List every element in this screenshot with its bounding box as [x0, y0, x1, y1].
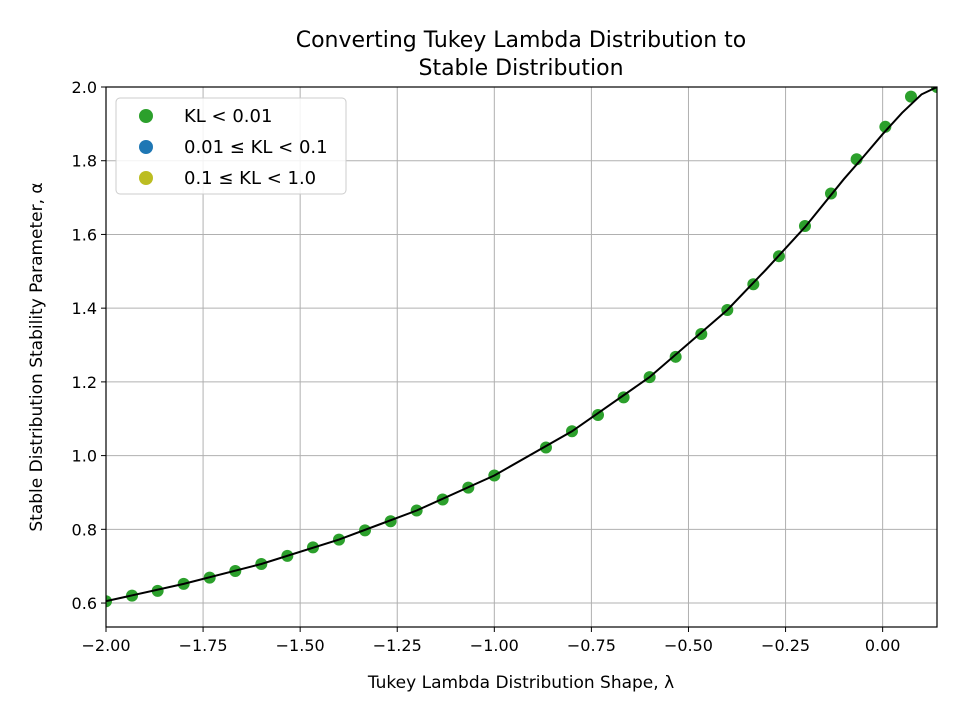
- x-tick-label: −1.50: [276, 636, 325, 655]
- legend-label: KL < 0.01: [184, 106, 272, 127]
- y-tick-label: 0.8: [72, 520, 97, 539]
- x-tick-label: −1.00: [470, 636, 519, 655]
- fit-line: [106, 87, 937, 603]
- x-tick-label: 0.00: [865, 636, 901, 655]
- legend-marker: [139, 171, 153, 185]
- legend: KL < 0.01 0.01 ≤ KL < 0.1 0.1 ≤ KL < 1.0: [115, 97, 347, 195]
- x-tick-label: −0.75: [567, 636, 616, 655]
- data-point: [669, 350, 682, 363]
- x-ticks: −2.00 −1.75 −1.50 −1.25 −1.00 −0.75 −0.50 −0.25…: [81, 627, 900, 655]
- y-tick-label: 1.4: [72, 299, 97, 318]
- y-tick-label: 0.6: [72, 594, 97, 613]
- data-point: [151, 584, 164, 597]
- legend-label: 0.1 ≤ KL < 1.0: [184, 168, 316, 189]
- legend-marker: [139, 109, 153, 123]
- data-point: [879, 120, 892, 133]
- legend-box: [115, 97, 347, 195]
- plot-frame: [105, 86, 938, 628]
- x-axis-label: Tukey Lambda Distribution Shape, λ: [367, 673, 674, 693]
- legend-marker: [139, 140, 153, 154]
- y-tick-label: 2.0: [72, 78, 97, 97]
- y-tick-label: 1.2: [72, 373, 97, 392]
- x-tick-label: −0.50: [664, 636, 713, 655]
- x-tick-label: −1.75: [179, 636, 228, 655]
- x-tick-label: −2.00: [81, 636, 130, 655]
- legend-label: 0.01 ≤ KL < 0.1: [184, 137, 328, 158]
- y-ticks: 0.6 0.8 1.0 1.2 1.4 1.6 1.8 2.0: [72, 78, 106, 613]
- y-tick-label: 1.6: [72, 225, 97, 244]
- y-axis-label: Stable Distribution Stability Parameter,…: [27, 182, 47, 531]
- x-tick-label: −0.25: [761, 636, 810, 655]
- plot-area: [106, 87, 937, 608]
- y-tick-label: 1.8: [72, 152, 97, 171]
- chart-title-line-1: Converting Tukey Lambda Distribution to: [296, 28, 747, 53]
- chart-title-line-2: Stable Distribution: [418, 56, 623, 81]
- y-tick-label: 1.0: [72, 447, 97, 466]
- x-tick-label: −1.25: [373, 636, 422, 655]
- data-point: [904, 90, 917, 103]
